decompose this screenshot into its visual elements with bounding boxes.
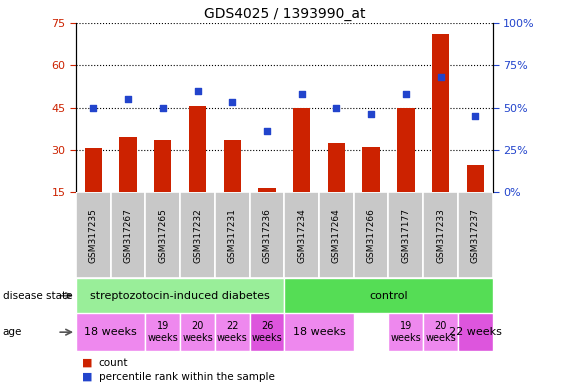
Bar: [145, 313, 180, 351]
Text: 20
weeks: 20 weeks: [182, 321, 213, 343]
Bar: [319, 192, 354, 278]
Text: GSM317235: GSM317235: [89, 208, 98, 263]
Bar: [215, 313, 249, 351]
Point: [124, 96, 133, 102]
Point: [297, 91, 306, 97]
Bar: [423, 192, 458, 278]
Text: GSM317234: GSM317234: [297, 208, 306, 263]
Text: GSM317231: GSM317231: [228, 208, 236, 263]
Point: [89, 104, 98, 111]
Text: disease state: disease state: [3, 291, 72, 301]
Point: [262, 128, 271, 134]
Text: streptozotocin-induced diabetes: streptozotocin-induced diabetes: [90, 291, 270, 301]
Bar: [328, 143, 345, 234]
Text: 18 weeks: 18 weeks: [293, 327, 346, 337]
Title: GDS4025 / 1393990_at: GDS4025 / 1393990_at: [204, 7, 365, 21]
Text: GSM317233: GSM317233: [436, 208, 445, 263]
Bar: [467, 165, 484, 234]
Bar: [458, 192, 493, 278]
Text: GSM317266: GSM317266: [367, 208, 376, 263]
Point: [193, 88, 202, 94]
Point: [436, 74, 445, 80]
Bar: [284, 278, 493, 313]
Bar: [293, 108, 310, 234]
Bar: [284, 192, 319, 278]
Bar: [154, 140, 172, 234]
Bar: [423, 313, 458, 351]
Bar: [145, 192, 180, 278]
Text: 19
weeks: 19 weeks: [148, 321, 178, 343]
Text: GSM317232: GSM317232: [193, 208, 202, 263]
Bar: [189, 106, 206, 234]
Text: 22
weeks: 22 weeks: [217, 321, 248, 343]
Bar: [215, 192, 249, 278]
Text: GSM317236: GSM317236: [262, 208, 271, 263]
Text: 22 weeks: 22 weeks: [449, 327, 502, 337]
Point: [471, 113, 480, 119]
Text: age: age: [3, 327, 22, 337]
Bar: [76, 313, 145, 351]
Bar: [397, 108, 414, 234]
Bar: [180, 313, 215, 351]
Text: percentile rank within the sample: percentile rank within the sample: [99, 372, 274, 382]
Bar: [84, 148, 102, 234]
Point: [367, 111, 376, 118]
Text: GSM317264: GSM317264: [332, 208, 341, 263]
Point: [401, 91, 410, 97]
Bar: [432, 34, 449, 234]
Point: [332, 104, 341, 111]
Bar: [224, 140, 241, 234]
Bar: [180, 192, 215, 278]
Point: [158, 104, 167, 111]
Bar: [111, 192, 145, 278]
Bar: [388, 192, 423, 278]
Bar: [363, 147, 380, 234]
Text: GSM317265: GSM317265: [158, 208, 167, 263]
Bar: [388, 313, 423, 351]
Text: GSM317177: GSM317177: [401, 208, 410, 263]
Text: count: count: [99, 358, 128, 368]
Text: 26
weeks: 26 weeks: [252, 321, 282, 343]
Bar: [119, 137, 137, 234]
Bar: [76, 278, 284, 313]
Bar: [258, 188, 276, 234]
Text: ■: ■: [82, 372, 92, 382]
Text: 20
weeks: 20 weeks: [425, 321, 456, 343]
Bar: [354, 192, 388, 278]
Bar: [249, 192, 284, 278]
Text: 18 weeks: 18 weeks: [84, 327, 137, 337]
Text: GSM317237: GSM317237: [471, 208, 480, 263]
Text: 19
weeks: 19 weeks: [391, 321, 421, 343]
Bar: [249, 313, 284, 351]
Bar: [458, 313, 493, 351]
Text: control: control: [369, 291, 408, 301]
Bar: [284, 313, 354, 351]
Text: GSM317267: GSM317267: [124, 208, 132, 263]
Point: [227, 99, 237, 106]
Text: ■: ■: [82, 358, 92, 368]
Bar: [76, 192, 111, 278]
